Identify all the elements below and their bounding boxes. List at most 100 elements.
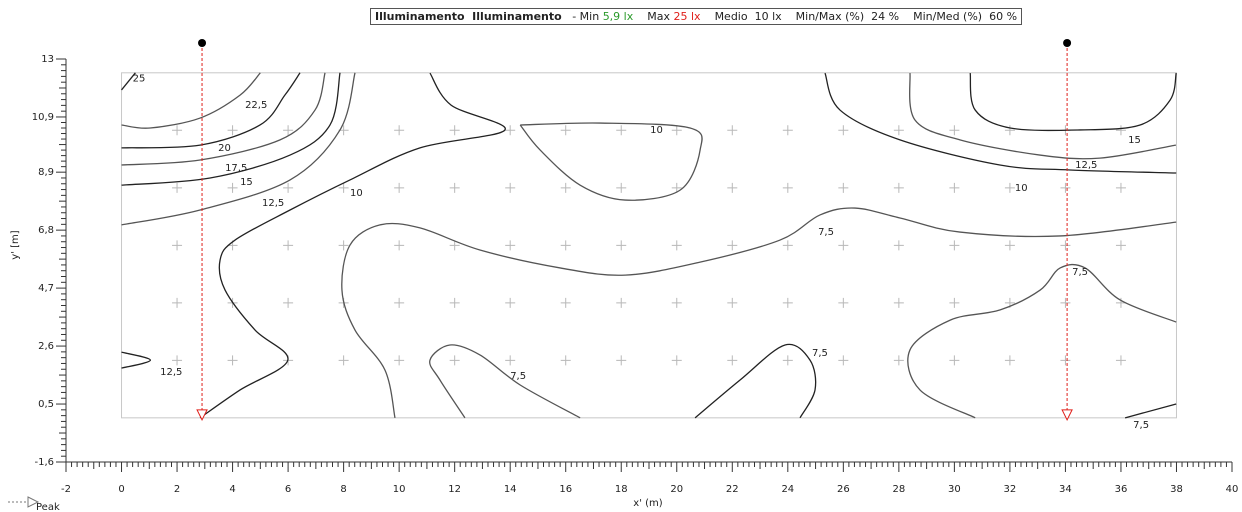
grid-cross	[560, 182, 571, 193]
grid-cross	[616, 240, 627, 251]
contour-line	[121, 351, 152, 369]
peak-dot	[1063, 39, 1072, 47]
grid-cross	[949, 355, 960, 366]
grid-cross	[949, 125, 960, 136]
contour-line	[121, 72, 326, 166]
x-tick-label: 20	[670, 484, 683, 495]
grid-cross	[505, 240, 516, 251]
y-tick-label: 8,9	[38, 167, 54, 178]
grid-cross	[449, 182, 460, 193]
grid-cross	[227, 355, 238, 366]
x-tick-label: 2	[174, 484, 180, 495]
y-tick-label: 13	[41, 54, 54, 65]
grid-cross	[172, 240, 183, 251]
contour-line	[824, 72, 1177, 174]
grid-cross	[893, 125, 904, 136]
contour-label: 10	[350, 188, 363, 199]
grid-cross	[505, 182, 516, 193]
contour-label: 7,5	[812, 348, 828, 359]
grid-cross	[949, 182, 960, 193]
grid-cross	[838, 125, 849, 136]
legend-label: Peak	[36, 502, 60, 512]
contour-label: 7,5	[1133, 420, 1149, 431]
x-tick-label: 14	[504, 484, 517, 495]
grid-cross	[172, 355, 183, 366]
grid-cross	[338, 182, 349, 193]
contour-line	[121, 72, 341, 186]
max-label: Max	[647, 10, 670, 23]
grid-cross	[616, 125, 627, 136]
x-tick-label: 22	[726, 484, 739, 495]
contour-label: 22,5	[245, 100, 267, 111]
grid-cross	[616, 355, 627, 366]
grid-cross	[560, 125, 571, 136]
grid-cross	[1004, 125, 1015, 136]
grid-cross	[283, 125, 294, 136]
x-tick-label: 18	[615, 484, 628, 495]
contour-label: 7,5	[818, 227, 834, 238]
grid-cross	[893, 240, 904, 251]
min-mean: Min/Med (%) 60 %	[913, 10, 1018, 23]
stats-title: Illuminamento Illuminamento	[375, 10, 562, 23]
grid-cross	[283, 240, 294, 251]
grid-cross	[893, 355, 904, 366]
contour-line	[429, 344, 581, 419]
contour-line	[907, 263, 1177, 419]
contour-line	[121, 72, 301, 149]
legend-arrow	[27, 496, 40, 508]
x-tick-label: 28	[892, 484, 905, 495]
contour-label: 12,5	[262, 198, 284, 209]
grid-cross	[560, 240, 571, 251]
y-tick-label: 6,8	[38, 225, 54, 236]
grid-cross	[838, 297, 849, 308]
stats-box: Illuminamento Illuminamento - Min 5,9 lx…	[370, 8, 1023, 25]
grid-cross	[727, 240, 738, 251]
grid-cross	[449, 125, 460, 136]
contour-label: 15	[240, 177, 253, 188]
contour-line	[199, 72, 506, 419]
grid-cross	[727, 297, 738, 308]
grid-cross	[560, 355, 571, 366]
grid-cross	[1060, 355, 1071, 366]
grid-cross	[338, 355, 349, 366]
y-axis-label: y' [m]	[10, 230, 21, 259]
grid-cross	[727, 182, 738, 193]
grid-cross	[394, 297, 405, 308]
peak-arrow	[1061, 409, 1073, 421]
contour-label: 25	[133, 73, 146, 84]
grid-cross	[1004, 182, 1015, 193]
contour-label: 12,5	[160, 367, 182, 378]
grid-cross	[727, 125, 738, 136]
room-outline	[121, 72, 1177, 419]
grid-cross	[782, 125, 793, 136]
grid-cross	[671, 125, 682, 136]
x-axis-label: x' (m)	[633, 498, 662, 509]
grid-cross	[782, 355, 793, 366]
max-value: 25 lx	[673, 10, 701, 23]
x-tick-label: -2	[61, 484, 71, 495]
x-tick-label: 36	[1115, 484, 1128, 495]
peak-arrow	[196, 409, 208, 421]
grid-cross	[505, 355, 516, 366]
contour-line	[969, 72, 1177, 132]
contour-label: 12,5	[1075, 160, 1097, 171]
contour-line	[1124, 403, 1177, 419]
grid-cross	[671, 297, 682, 308]
grid-cross	[838, 355, 849, 366]
x-tick-label: 16	[559, 484, 572, 495]
x-tick-label: 32	[1004, 484, 1017, 495]
contour-line	[121, 72, 356, 226]
grid-cross	[227, 182, 238, 193]
grid-cross	[1115, 182, 1126, 193]
grid-cross	[394, 240, 405, 251]
contour-label: 7,5	[510, 371, 526, 382]
y-tick-label: 4,7	[38, 283, 54, 294]
grid-cross	[782, 240, 793, 251]
grid-cross	[449, 240, 460, 251]
contour-line	[694, 343, 817, 419]
grid-cross	[949, 240, 960, 251]
grid-cross	[838, 240, 849, 251]
grid-cross	[838, 182, 849, 193]
